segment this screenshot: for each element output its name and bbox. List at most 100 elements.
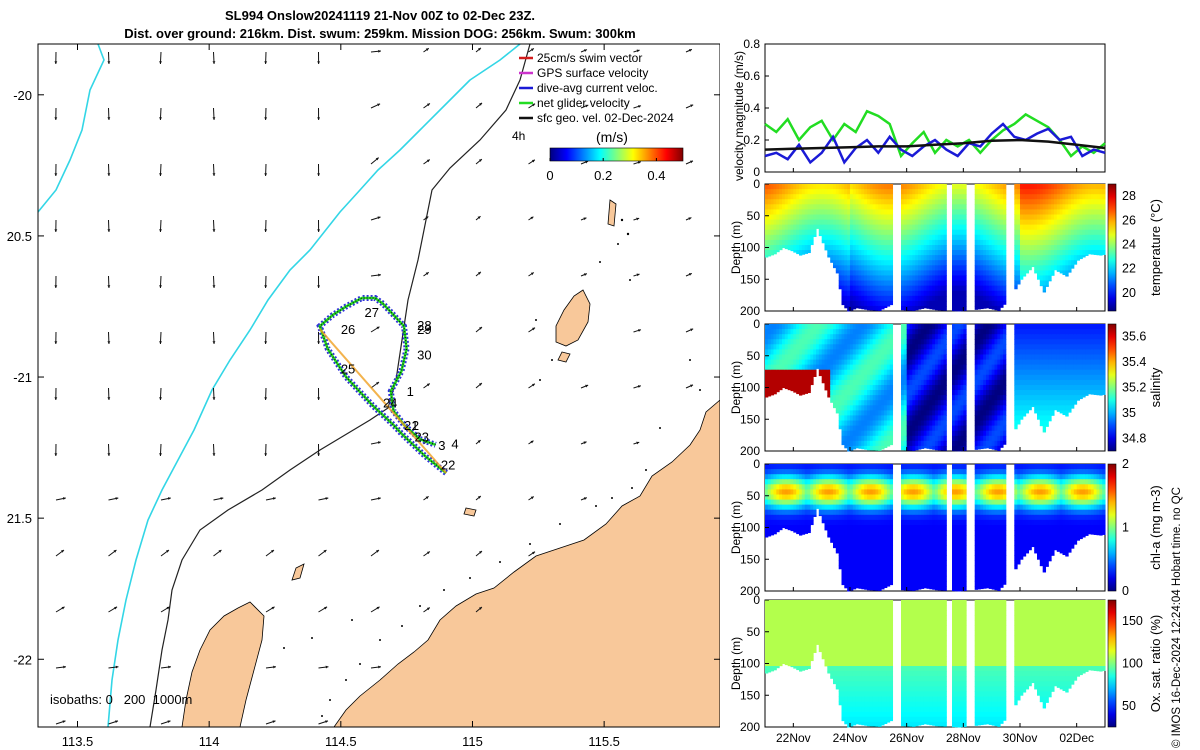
section-cell [943, 245, 947, 251]
section-cell [770, 214, 775, 221]
section-cell [1045, 234, 1049, 241]
section-cell [1068, 250, 1072, 256]
section-cell [935, 245, 939, 251]
section-cell [867, 295, 871, 302]
section-cell [957, 270, 962, 276]
section-cell [940, 285, 945, 292]
section-cell [767, 474, 772, 480]
section-cell [1056, 250, 1061, 256]
section-cell [909, 229, 913, 236]
section-cell [1054, 204, 1058, 210]
section-cell [855, 369, 860, 376]
section-cell [1059, 364, 1064, 371]
section-cell [1014, 224, 1018, 231]
section-cell [884, 295, 888, 302]
section-cell [909, 339, 913, 345]
section-cell [864, 224, 868, 231]
section-cell [1045, 209, 1049, 215]
section-cell [997, 305, 1001, 311]
section-cell [980, 354, 984, 361]
section-cell [1039, 234, 1044, 241]
section-cell [923, 390, 928, 396]
section-cell [816, 329, 820, 335]
section-cell [1088, 339, 1092, 345]
section-cell [1076, 369, 1081, 376]
section-cell [881, 334, 885, 340]
section-cell [796, 214, 800, 221]
section-cell [1020, 194, 1024, 200]
section-cell [932, 234, 936, 241]
section-cell [940, 420, 945, 427]
section-cell [858, 364, 862, 371]
section-cell [1003, 339, 1007, 345]
section-cell [1056, 189, 1061, 195]
section-cell [926, 349, 930, 355]
section-cell [1099, 214, 1103, 221]
section-cell [940, 339, 945, 345]
section-cell [830, 229, 834, 236]
section-cell [816, 339, 820, 345]
section-cell [1093, 364, 1098, 371]
section-cell [980, 280, 984, 287]
section-cell [889, 194, 894, 200]
section-cell [875, 300, 879, 307]
section-cell [994, 334, 998, 340]
section-cell [1059, 265, 1064, 271]
section-cell [1028, 329, 1032, 335]
section-cell [884, 280, 888, 287]
section-cell [909, 334, 913, 340]
section-cell [1065, 410, 1069, 416]
section-cell [1090, 369, 1095, 376]
section-cell [1062, 270, 1066, 276]
section-cell [954, 239, 959, 246]
section-cell [855, 295, 860, 302]
section-cell [796, 324, 800, 330]
section-cell [952, 435, 956, 442]
section-cell [957, 209, 962, 215]
section-cell [1056, 374, 1061, 381]
section-cell [790, 214, 794, 221]
section-cell [1076, 184, 1081, 190]
section-cell [784, 374, 789, 381]
section-cell [796, 229, 800, 236]
section-cell [1022, 194, 1027, 200]
section-cell [838, 339, 843, 345]
section-cell [1022, 189, 1027, 195]
section-cell [994, 410, 998, 416]
section-cell [1088, 369, 1092, 376]
section-cell [906, 234, 911, 241]
section-cell [1037, 329, 1041, 335]
section-cell [937, 295, 942, 302]
section-cells [765, 184, 1106, 312]
day-label: 3 [438, 438, 445, 453]
section-cell [1039, 369, 1044, 376]
section-cell [841, 229, 845, 236]
section-cell [799, 199, 803, 205]
section-cell [884, 359, 888, 366]
section-cell [935, 425, 939, 432]
section-cell [835, 189, 840, 195]
section-cell [872, 364, 877, 371]
section-cell [838, 275, 843, 281]
section-cell [901, 410, 905, 416]
section-cell [816, 214, 820, 221]
section-cell [872, 290, 877, 297]
section-cell [932, 395, 936, 401]
section-cell [827, 250, 831, 256]
section-cell [920, 199, 925, 205]
section-cell [918, 255, 922, 261]
section-cell [813, 194, 817, 200]
section-cell [997, 329, 1001, 335]
section-cell [1034, 260, 1038, 266]
section-cell [844, 374, 848, 381]
section-cell [1082, 359, 1086, 366]
section-cell [889, 339, 894, 345]
section-cell [994, 290, 998, 297]
section-cell [875, 334, 879, 340]
section-cell [954, 295, 959, 302]
section-cell [864, 379, 868, 386]
section-cell [1017, 400, 1021, 406]
section-cell [929, 209, 933, 215]
section-cell [1090, 324, 1095, 330]
section-cell [838, 379, 843, 386]
